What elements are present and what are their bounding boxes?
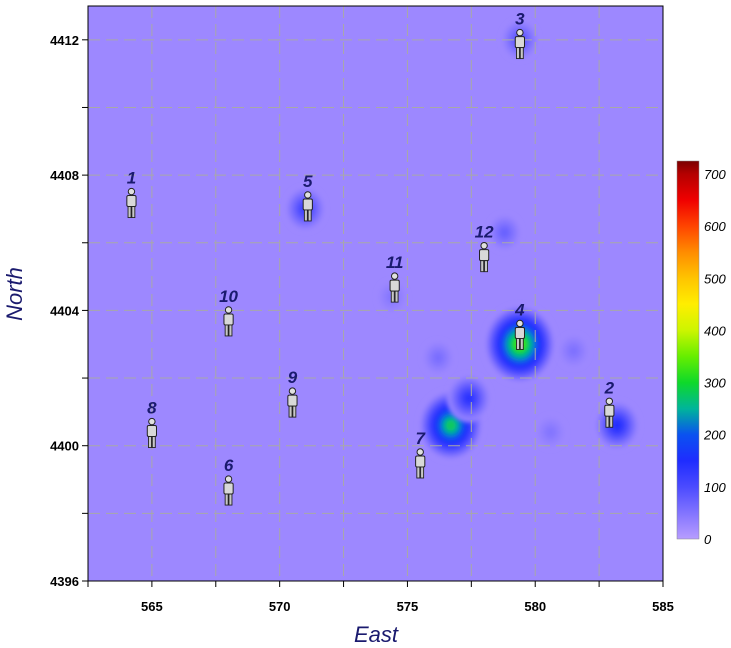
site-marker: 8 — [146, 399, 157, 449]
site-label: 8 — [147, 399, 157, 418]
colorbar: 0 100 200 300 400 500 600 700 — [676, 160, 726, 547]
site-label: 5 — [303, 172, 313, 191]
site-label: 3 — [515, 10, 525, 29]
colorbar-tick-label: 500 — [704, 271, 726, 286]
x-tick-label: 580 — [524, 599, 546, 614]
site-marker: 11 — [386, 253, 404, 303]
colorbar-tick-label: 0 — [704, 532, 712, 547]
heatmap-hotspot — [422, 340, 455, 376]
heatmap-hotspot — [557, 333, 590, 369]
x-tick-label: 575 — [397, 599, 419, 614]
heatmap-hotspot — [487, 213, 522, 252]
person-icon — [514, 28, 525, 60]
site-marker: 5 — [302, 172, 313, 222]
site-label: 2 — [604, 378, 615, 397]
site-label: 1 — [127, 169, 136, 188]
heatmap-hotspot — [446, 374, 491, 423]
colorbar-gradient — [676, 160, 700, 540]
y-tick-label: 4412 — [50, 33, 79, 48]
person-icon — [223, 475, 234, 506]
site-label: 12 — [475, 223, 494, 242]
heatmap-hotspot — [535, 415, 566, 449]
colorbar-tick-label: 200 — [703, 428, 726, 443]
heatmap-hotspot — [418, 389, 484, 462]
site-label: 7 — [415, 429, 426, 448]
x-tick-label: 585 — [652, 599, 674, 614]
colorbar-labels: 0 100 200 300 400 500 600 700 — [703, 167, 726, 547]
y-tick-label: 4408 — [50, 168, 79, 183]
x-axis-title: East — [354, 622, 399, 647]
person-icon — [223, 306, 234, 337]
site-marker: 4 — [514, 300, 525, 350]
person-icon — [126, 187, 137, 219]
x-tick-label: 570 — [269, 599, 291, 614]
site-label: 9 — [288, 368, 298, 387]
person-icon — [415, 448, 426, 479]
y-axis: 4396 4400 4404 4408 4412 — [50, 33, 88, 589]
site-label: 6 — [224, 456, 234, 475]
site-marker: 7 — [415, 429, 426, 479]
y-tick-label: 4404 — [50, 303, 80, 318]
y-axis-title: North — [2, 267, 27, 321]
heatmap-background — [88, 6, 663, 581]
site-marker: 3 — [514, 10, 525, 60]
site-marker: 9 — [287, 368, 298, 418]
site-label: 10 — [219, 287, 238, 306]
y-tick-label: 4396 — [50, 574, 79, 589]
grid-lines — [88, 6, 663, 581]
person-icon — [287, 387, 298, 418]
site-marker: 6 — [223, 456, 234, 506]
y-tick-label: 4400 — [50, 439, 79, 454]
site-marker: 10 — [219, 287, 239, 337]
x-axis: 565 570 575 580 585 — [87, 581, 674, 614]
colorbar-tick-label: 100 — [704, 480, 726, 495]
colorbar-tick-label: 700 — [704, 167, 726, 182]
site-marker: 1 — [126, 169, 137, 219]
site-marker: 12 — [475, 223, 494, 273]
colorbar-tick-label: 600 — [704, 219, 726, 234]
person-icon — [514, 319, 525, 350]
plot-frame — [87, 5, 664, 582]
person-icon — [604, 397, 615, 428]
site-label: 11 — [386, 253, 404, 272]
person-icon — [389, 272, 400, 303]
person-icon — [302, 191, 313, 222]
colorbar-tick-label: 300 — [704, 376, 726, 391]
person-icon — [479, 241, 490, 273]
site-label: 4 — [514, 300, 525, 319]
heatmap-hotspot — [594, 400, 640, 451]
person-icon — [146, 417, 157, 449]
x-tick-label: 565 — [141, 599, 163, 614]
site-marker: 2 — [604, 378, 615, 428]
colorbar-tick-label: 400 — [704, 323, 726, 338]
